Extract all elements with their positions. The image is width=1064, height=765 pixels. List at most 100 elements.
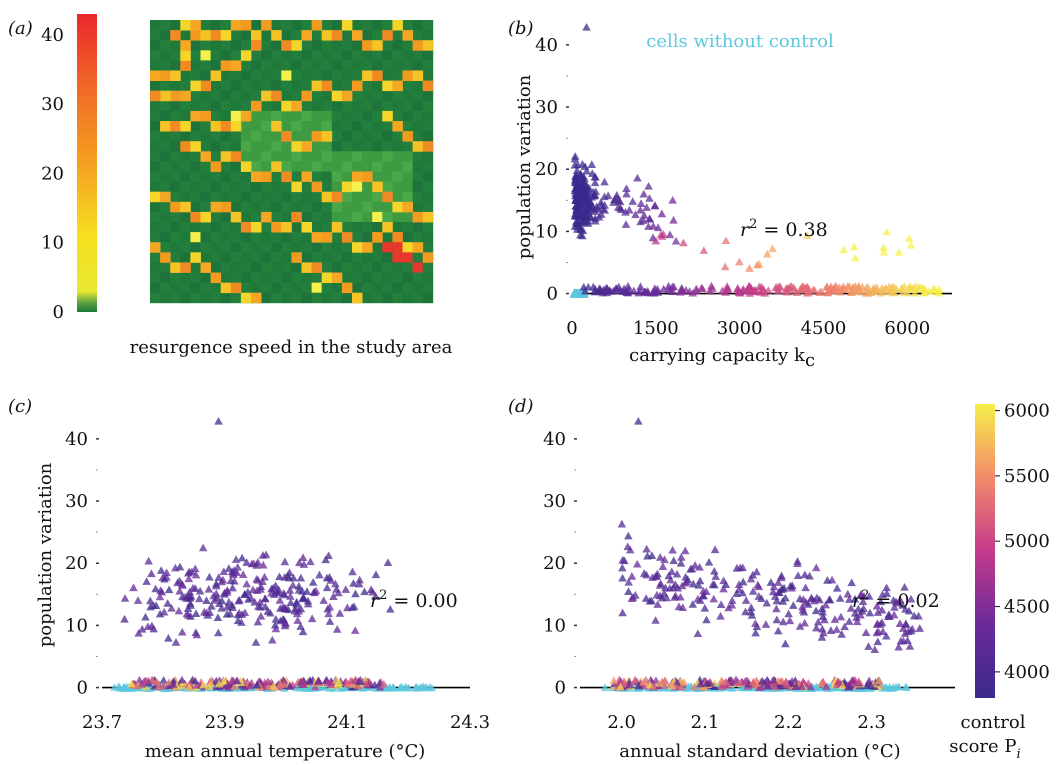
controlled-point — [186, 592, 196, 600]
map-front-cell — [180, 40, 191, 51]
controlled-point — [642, 203, 651, 211]
map-cell — [321, 141, 333, 152]
no-control-point — [418, 683, 428, 691]
controlled-point — [856, 590, 866, 598]
controlled-point — [600, 201, 609, 209]
controlled-point — [283, 571, 292, 580]
map-cell — [271, 201, 282, 213]
controlled-zero-point — [190, 676, 200, 685]
controlled-point — [819, 628, 828, 637]
map-front-cell — [210, 30, 222, 41]
controlled-point — [669, 215, 678, 224]
map-cell — [150, 151, 161, 162]
map-front-cell — [352, 242, 363, 253]
controlled-point — [642, 544, 651, 553]
map-front-cell — [230, 211, 242, 223]
controlled-zero-point — [910, 288, 920, 297]
controlled-zero-point — [804, 287, 814, 296]
map-cell — [362, 181, 373, 193]
map-cell — [362, 201, 373, 213]
controlled-point — [329, 592, 338, 600]
map-cell — [392, 90, 403, 102]
map-cell — [240, 211, 252, 223]
map-cell — [271, 242, 282, 253]
controlled-point — [625, 545, 635, 554]
map-front-cell — [392, 80, 403, 92]
controlled-point — [639, 569, 649, 577]
controlled-point — [371, 592, 380, 600]
controlled-point — [349, 579, 358, 587]
controlled-point — [355, 579, 364, 588]
map-cell — [382, 131, 393, 142]
map-cell — [321, 151, 333, 162]
map-cell — [301, 161, 312, 172]
controlled-zero-point — [869, 283, 878, 292]
controlled-point — [781, 593, 790, 602]
map-front-cell — [230, 60, 242, 71]
controlled-zero-point — [616, 682, 625, 691]
map-cell — [200, 191, 211, 203]
map-cell — [281, 191, 292, 203]
map-front-cell — [311, 131, 323, 142]
map-cell — [382, 70, 393, 81]
controlled-zero-point — [279, 679, 289, 688]
map-cell — [291, 20, 302, 31]
controlled-point — [360, 587, 369, 596]
y-tick-label: 10 — [65, 615, 88, 636]
controlled-point — [818, 607, 827, 616]
map-cell — [311, 171, 323, 182]
controlled-point — [177, 627, 187, 636]
controlled-point — [263, 607, 273, 615]
controlled-point — [270, 620, 280, 629]
map-cell — [362, 90, 373, 102]
controlled-point — [191, 570, 201, 579]
controlled-point — [155, 592, 165, 601]
controlled-point — [745, 264, 754, 272]
controlled-point — [735, 563, 745, 572]
controlled-point — [590, 172, 600, 181]
map-cell — [362, 191, 373, 203]
map-cell — [190, 222, 201, 233]
controlled-zero-point — [334, 678, 344, 686]
map-cell — [311, 151, 323, 162]
map-front-cell — [281, 222, 292, 233]
controlled-point — [627, 572, 637, 580]
map-cell — [150, 80, 161, 92]
controlled-point — [214, 628, 223, 637]
map-cell — [331, 20, 343, 31]
map-front-cell — [190, 252, 201, 263]
controlled-point — [145, 596, 155, 605]
controlled-point — [576, 224, 586, 232]
controlled-zero-point — [305, 677, 315, 685]
map-front-cell — [220, 151, 232, 162]
controlled-point — [800, 618, 809, 627]
map-cell — [170, 272, 181, 283]
controlled-point — [219, 567, 229, 575]
y-tick-label: 40 — [543, 429, 566, 450]
controlled-point — [617, 519, 627, 528]
map-cell — [251, 161, 262, 172]
map-hotspot-cell — [392, 242, 403, 253]
controlled-point — [570, 178, 580, 186]
controlled-zero-point — [677, 682, 686, 691]
map-cell — [331, 60, 343, 71]
controlled-point — [664, 571, 674, 580]
map-cell — [160, 201, 171, 213]
map-cell — [220, 131, 232, 142]
control-score-tick-label: 6000 — [1004, 401, 1050, 422]
controlled-point — [218, 575, 228, 584]
controlled-zero-point — [758, 676, 767, 685]
map-cell — [311, 100, 323, 112]
map-cell — [321, 40, 333, 51]
map-cell — [200, 131, 211, 142]
map-hotspot-cell — [392, 252, 403, 263]
controlled-point — [639, 189, 649, 198]
map-front-cell — [301, 171, 312, 182]
y-tick-label: 30 — [543, 491, 566, 512]
map-cell — [190, 171, 201, 182]
map-cell — [190, 151, 201, 162]
controlled-point — [202, 596, 211, 604]
controlled-point — [228, 583, 237, 592]
controlled-point — [350, 626, 360, 634]
map-front-cell — [412, 70, 424, 81]
